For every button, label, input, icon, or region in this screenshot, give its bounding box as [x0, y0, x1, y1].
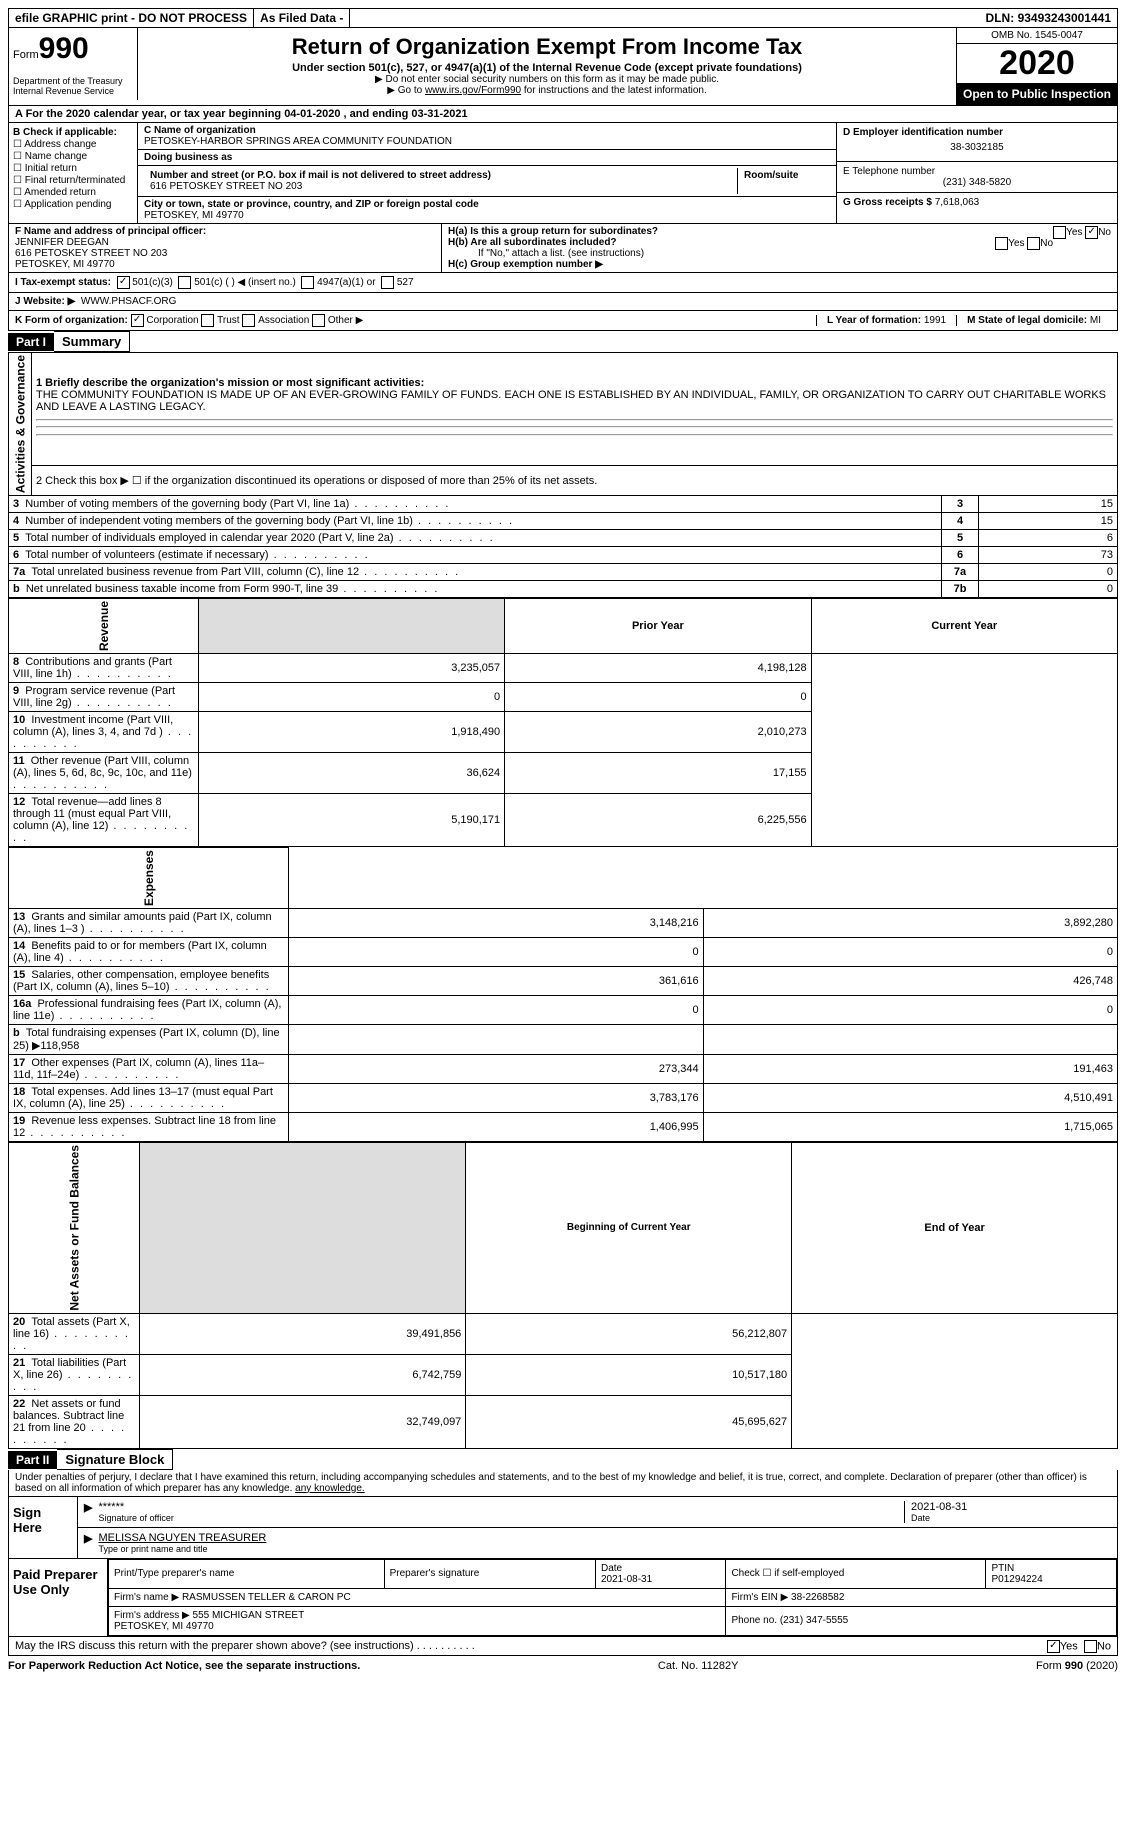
- perjury-text: Under penalties of perjury, I declare th…: [8, 1470, 1118, 1497]
- form-header: Form990 Department of the Treasury Inter…: [8, 28, 1118, 106]
- table-row: 6 Total number of volunteers (estimate i…: [9, 547, 1118, 564]
- table-row: 20 Total assets (Part X, line 16)39,491,…: [9, 1313, 1118, 1354]
- table-row: 16a Professional fundraising fees (Part …: [9, 996, 1118, 1025]
- chk-corp[interactable]: ✓: [131, 314, 144, 327]
- table-row: 12 Total revenue—add lines 8 through 11 …: [9, 794, 1118, 847]
- tax-year: 2020: [957, 44, 1117, 83]
- officer-name: JENNIFER DEEGAN: [15, 237, 435, 248]
- arrow-icon: ▶: [84, 1532, 92, 1554]
- part1-header: Part ISummary: [8, 331, 1118, 352]
- ptin: P01294224: [991, 1574, 1042, 1585]
- header-left: Form990 Department of the Treasury Inter…: [9, 28, 138, 100]
- col-c: C Name of organization PETOSKEY-HARBOR S…: [138, 123, 836, 223]
- table-row: 17 Other expenses (Part IX, column (A), …: [9, 1055, 1118, 1084]
- table-row: 8 Contributions and grants (Part VIII, l…: [9, 654, 1118, 683]
- table-row: 14 Benefits paid to or for members (Part…: [9, 938, 1118, 967]
- page-footer: For Paperwork Reduction Act Notice, see …: [8, 1660, 1118, 1672]
- open-public-badge: Open to Public Inspection: [957, 83, 1117, 105]
- efile-notice: efile GRAPHIC print - DO NOT PROCESS: [9, 9, 254, 27]
- table-row: 21 Total liabilities (Part X, line 26)6,…: [9, 1354, 1118, 1395]
- table-row: 15 Salaries, other compensation, employe…: [9, 967, 1118, 996]
- org-address: 616 PETOSKEY STREET NO 203: [150, 181, 731, 192]
- col-deg: D Employer identification number38-30321…: [836, 123, 1117, 223]
- row-a-period: A For the 2020 calendar year, or tax yea…: [8, 106, 1118, 123]
- sign-here-block: Sign Here ▶ ****** Signature of officer …: [8, 1497, 1118, 1559]
- revenue-table: Revenue Prior Year Current Year 8 Contri…: [8, 598, 1118, 847]
- table-row: 9 Program service revenue (Part VIII, li…: [9, 683, 1118, 712]
- discuss-yes[interactable]: ✓: [1047, 1640, 1060, 1653]
- chk-name-change[interactable]: ☐ Name change: [13, 151, 133, 162]
- officer-name-title: MELISSA NGUYEN TREASURER: [98, 1532, 266, 1544]
- dln: DLN: 93493243001441: [980, 9, 1117, 27]
- netassets-table: Net Assets or Fund Balances Beginning of…: [8, 1142, 1118, 1449]
- table-row: 19 Revenue less expenses. Subtract line …: [9, 1113, 1118, 1142]
- header-line1: ▶ Do not enter social security numbers o…: [146, 74, 948, 85]
- firm-name: RASMUSSEN TELLER & CARON PC: [182, 1592, 351, 1603]
- vhdr-governance: Activities & Governance: [9, 353, 32, 496]
- table-row: b Total fundraising expenses (Part IX, c…: [9, 1025, 1118, 1055]
- table-row: 4 Number of independent voting members o…: [9, 513, 1118, 530]
- dept-label: Department of the Treasury Internal Reve…: [13, 76, 133, 96]
- paid-preparer-block: Paid Preparer Use Only Print/Type prepar…: [8, 1559, 1118, 1637]
- chk-address-change[interactable]: ☐ Address change: [13, 139, 133, 150]
- header-mid: Return of Organization Exempt From Incom…: [138, 28, 956, 100]
- chk-final-return[interactable]: ☐ Final return/terminated: [13, 175, 133, 186]
- discuss-row: May the IRS discuss this return with the…: [8, 1637, 1118, 1656]
- table-row: 10 Investment income (Part VIII, column …: [9, 712, 1118, 753]
- org-city: PETOSKEY, MI 49770: [144, 210, 830, 221]
- gross-receipts: 7,618,063: [935, 197, 980, 208]
- expense-table: Expenses 13 Grants and similar amounts p…: [8, 847, 1118, 1142]
- ha-no[interactable]: ✓: [1085, 226, 1098, 239]
- arrow-icon: ▶: [84, 1501, 92, 1523]
- col-b: B Check if applicable: ☐ Address change …: [9, 123, 138, 223]
- discuss-no[interactable]: [1084, 1640, 1097, 1653]
- table-row: 13 Grants and similar amounts paid (Part…: [9, 909, 1118, 938]
- chk-501c3[interactable]: ✓: [117, 276, 130, 289]
- asfiled-label: As Filed Data -: [254, 9, 350, 27]
- header-right: OMB No. 1545-0047 2020 Open to Public In…: [956, 28, 1117, 105]
- table-row: 5 Total number of individuals employed i…: [9, 530, 1118, 547]
- chk-initial-return[interactable]: ☐ Initial return: [13, 163, 133, 174]
- table-row: 22 Net assets or fund balances. Subtract…: [9, 1395, 1118, 1448]
- form-title: Return of Organization Exempt From Incom…: [146, 34, 948, 60]
- row-fh: F Name and address of principal officer:…: [8, 224, 1118, 273]
- phone: (231) 348-5820: [843, 177, 1111, 188]
- table-row: 3 Number of voting members of the govern…: [9, 496, 1118, 513]
- chk-pending[interactable]: ☐ Application pending: [13, 199, 133, 210]
- section-bcdeg: B Check if applicable: ☐ Address change …: [8, 123, 1118, 224]
- chk-amended[interactable]: ☐ Amended return: [13, 187, 133, 198]
- mission-text: THE COMMUNITY FOUNDATION IS MADE UP OF A…: [36, 389, 1113, 413]
- part2-header: Part IISignature Block: [8, 1449, 1118, 1470]
- top-bar: efile GRAPHIC print - DO NOT PROCESS As …: [8, 8, 1118, 28]
- org-name: PETOSKEY-HARBOR SPRINGS AREA COMMUNITY F…: [144, 136, 830, 147]
- vhdr-expenses: Expenses: [9, 848, 289, 909]
- header-line2: ▶ Go to www.irs.gov/Form990 for instruct…: [146, 85, 948, 96]
- table-row: 7a Total unrelated business revenue from…: [9, 564, 1118, 581]
- vhdr-netassets: Net Assets or Fund Balances: [9, 1143, 140, 1314]
- table-row: b Net unrelated business taxable income …: [9, 581, 1118, 598]
- hb-no[interactable]: [1027, 237, 1040, 250]
- ein: 38-3032185: [843, 138, 1111, 157]
- table-row: 11 Other revenue (Part VIII, column (A),…: [9, 753, 1118, 794]
- hb-yes[interactable]: [995, 237, 1008, 250]
- table-row: 18 Total expenses. Add lines 13–17 (must…: [9, 1084, 1118, 1113]
- row-k: K Form of organization: ✓ Corporation Tr…: [8, 311, 1118, 331]
- vhdr-revenue: Revenue: [9, 599, 199, 654]
- form-subtitle: Under section 501(c), 527, or 4947(a)(1)…: [146, 62, 948, 74]
- row-i: I Tax-exempt status: ✓ 501(c)(3) 501(c) …: [8, 273, 1118, 293]
- website[interactable]: WWW.PHSACF.ORG: [81, 296, 177, 307]
- ha-yes[interactable]: [1053, 226, 1066, 239]
- omb-number: OMB No. 1545-0047: [957, 28, 1117, 44]
- row-j: J Website: ▶ WWW.PHSACF.ORG: [8, 293, 1118, 311]
- summary-table: Activities & Governance 1 Briefly descri…: [8, 352, 1118, 598]
